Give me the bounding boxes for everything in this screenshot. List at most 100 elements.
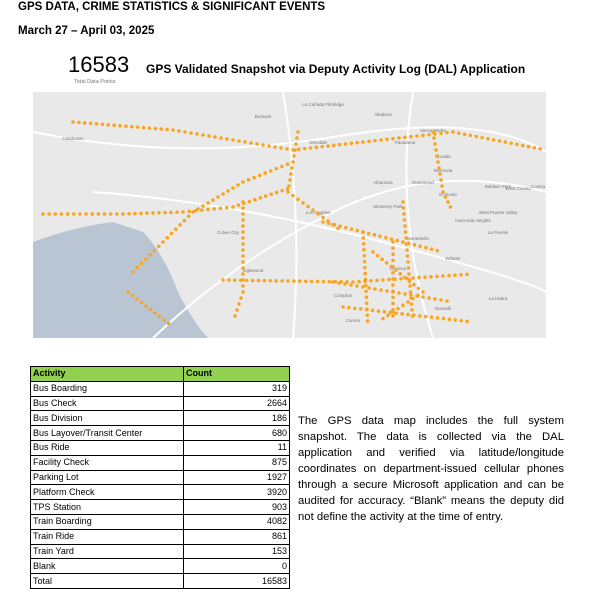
gps-point — [212, 207, 217, 211]
table-cell: Train Boarding — [30, 513, 184, 530]
gps-point — [421, 133, 425, 138]
gps-point — [361, 140, 365, 144]
gps-point — [224, 205, 229, 210]
gps-point — [100, 122, 105, 127]
gps-point — [274, 279, 278, 283]
gps-point — [411, 276, 415, 280]
gps-point — [241, 180, 245, 184]
gps-point — [459, 273, 463, 277]
gps-point — [161, 240, 165, 244]
map-label: El Monte — [439, 192, 457, 197]
gps-point — [439, 298, 443, 302]
table-cell: 11 — [183, 439, 290, 456]
gps-point — [388, 310, 393, 315]
gps-point — [441, 190, 445, 194]
gps-point — [353, 306, 357, 311]
gps-point — [435, 274, 439, 279]
table-cell: Bus Check — [30, 395, 184, 412]
map-label: Carson — [346, 318, 361, 323]
gps-point — [148, 253, 152, 257]
gps-point — [145, 211, 149, 215]
gps-point — [445, 130, 449, 135]
gps-point — [153, 126, 158, 131]
gps-point — [151, 211, 155, 215]
gps-point — [165, 127, 169, 132]
gps-point — [201, 133, 205, 137]
gps-point — [406, 260, 410, 264]
gps-point — [71, 120, 75, 124]
gps-point — [182, 218, 187, 223]
gps-point — [53, 212, 58, 216]
gps-point — [491, 138, 496, 142]
gps-point — [373, 287, 377, 291]
table-cell: Platform Check — [30, 484, 184, 501]
table-cell: 2664 — [183, 395, 290, 412]
gps-point — [213, 135, 217, 139]
map-label: La Habra — [489, 296, 508, 301]
gps-point — [59, 212, 64, 216]
gps-point — [412, 243, 417, 247]
activity-table: Activity Count Bus Boarding 319 Bus Check 266… — [30, 366, 290, 589]
gps-point — [429, 275, 433, 279]
gps-point — [102, 212, 107, 216]
gps-point — [391, 314, 395, 318]
gps-point — [237, 139, 241, 143]
gps-point — [206, 207, 210, 212]
gps-point — [280, 279, 284, 283]
gps-point — [336, 226, 340, 231]
gps-point — [355, 284, 359, 288]
gps-point — [241, 236, 245, 240]
gps-point — [400, 312, 404, 316]
gps-point — [385, 289, 389, 293]
gps-point — [406, 312, 410, 317]
gps-point — [355, 140, 359, 145]
map-label: Calabasas — [62, 136, 84, 141]
gps-point — [427, 296, 431, 300]
gps-point — [321, 220, 325, 224]
gps-point — [433, 297, 437, 301]
gps-point — [241, 266, 245, 270]
gps-point — [451, 130, 455, 134]
gps-point — [250, 278, 255, 283]
gps-point — [289, 172, 293, 176]
gps-point — [437, 166, 441, 170]
gps-point — [403, 224, 407, 228]
gps-point — [288, 178, 292, 182]
table-cell: 903 — [183, 499, 290, 515]
gps-point — [432, 136, 436, 140]
gps-point — [421, 295, 425, 299]
gps-point — [497, 139, 502, 143]
gps-point — [239, 296, 243, 300]
gps-point — [412, 282, 416, 287]
gps-point — [379, 288, 383, 292]
gps-point — [331, 222, 335, 227]
gps-point — [189, 131, 193, 135]
gps-point — [445, 299, 449, 303]
gps-point — [363, 265, 367, 270]
gps-point — [459, 318, 463, 323]
gps-point — [301, 201, 305, 205]
gps-point — [435, 154, 439, 158]
table-cell: Count — [183, 366, 290, 382]
gps-point — [344, 225, 348, 230]
gps-point — [124, 124, 128, 129]
gps-point — [263, 171, 268, 175]
table-cell: 680 — [183, 425, 290, 441]
gps-point — [465, 319, 469, 324]
gps-point — [96, 212, 101, 216]
gps-point — [361, 285, 365, 289]
gps-point — [296, 130, 300, 134]
table-row: Train Boarding 4082 — [30, 513, 290, 530]
gps-point — [438, 172, 442, 176]
gps-point — [520, 143, 525, 148]
gps-point — [219, 136, 223, 140]
gps-point — [186, 214, 191, 219]
map-label: Montebello — [407, 236, 430, 241]
gps-point — [401, 200, 405, 204]
table-row: Bus Check 2664 — [30, 395, 290, 412]
map-label: Norwalk — [435, 306, 452, 311]
gps-point — [267, 144, 271, 148]
date-range: March 27 – April 03, 2025 — [18, 25, 155, 37]
table-cell: Activity — [30, 366, 184, 382]
gps-point — [380, 257, 384, 262]
